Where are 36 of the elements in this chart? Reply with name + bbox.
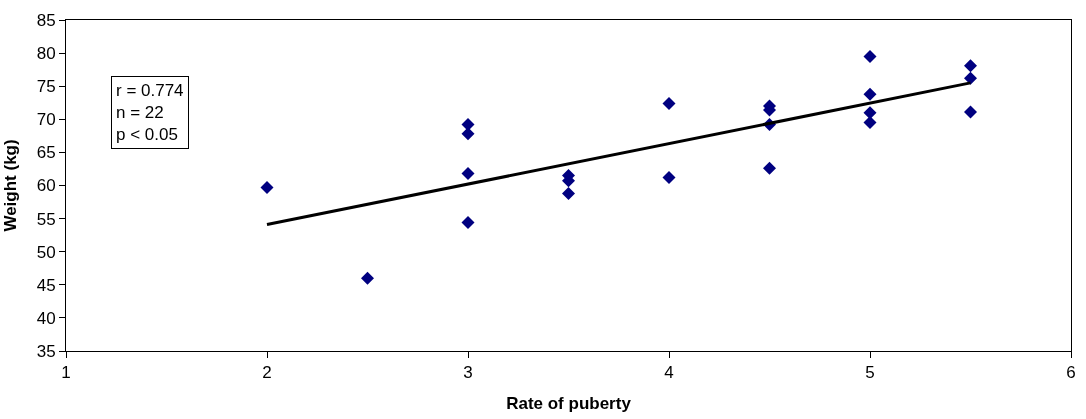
y-tick-label: 45 (36, 275, 56, 295)
y-tick-label: 75 (36, 77, 56, 97)
x-tick-label: 2 (262, 363, 272, 383)
x-tick-label: 6 (1066, 363, 1076, 383)
point (863, 106, 877, 120)
point (863, 49, 877, 63)
x-tick-label: 4 (664, 363, 674, 383)
point (863, 87, 877, 101)
point (461, 167, 475, 181)
annotation: r = 0.774 n = 22 p < 0.05 (116, 81, 184, 145)
x-tick-label: 3 (463, 363, 473, 383)
y-tick-label: 80 (36, 44, 56, 64)
point (763, 161, 776, 175)
y-tick-label: 70 (36, 110, 56, 130)
point (662, 96, 676, 110)
y-tick-label: 35 (36, 341, 56, 361)
point (260, 180, 274, 194)
y-tick-label: 65 (36, 143, 56, 163)
y-tick-label: 55 (36, 209, 56, 229)
point (461, 127, 475, 141)
point (964, 59, 977, 73)
point (662, 171, 676, 185)
point (361, 271, 374, 285)
x-axis-title: Rate of puberty (506, 393, 632, 413)
x-tick-label: 5 (865, 363, 875, 383)
point (964, 105, 977, 119)
point (562, 186, 575, 200)
y-tick-label: 40 (36, 308, 56, 328)
point (461, 216, 475, 230)
y-tick-label: 60 (36, 176, 56, 196)
point (964, 71, 977, 85)
point (863, 116, 877, 130)
y-tick-label: 85 (36, 10, 56, 30)
y-tick-label: 50 (36, 242, 56, 262)
y-axis-title: Weight (kg) (1, 139, 21, 232)
x-tick-label: 1 (61, 363, 71, 383)
